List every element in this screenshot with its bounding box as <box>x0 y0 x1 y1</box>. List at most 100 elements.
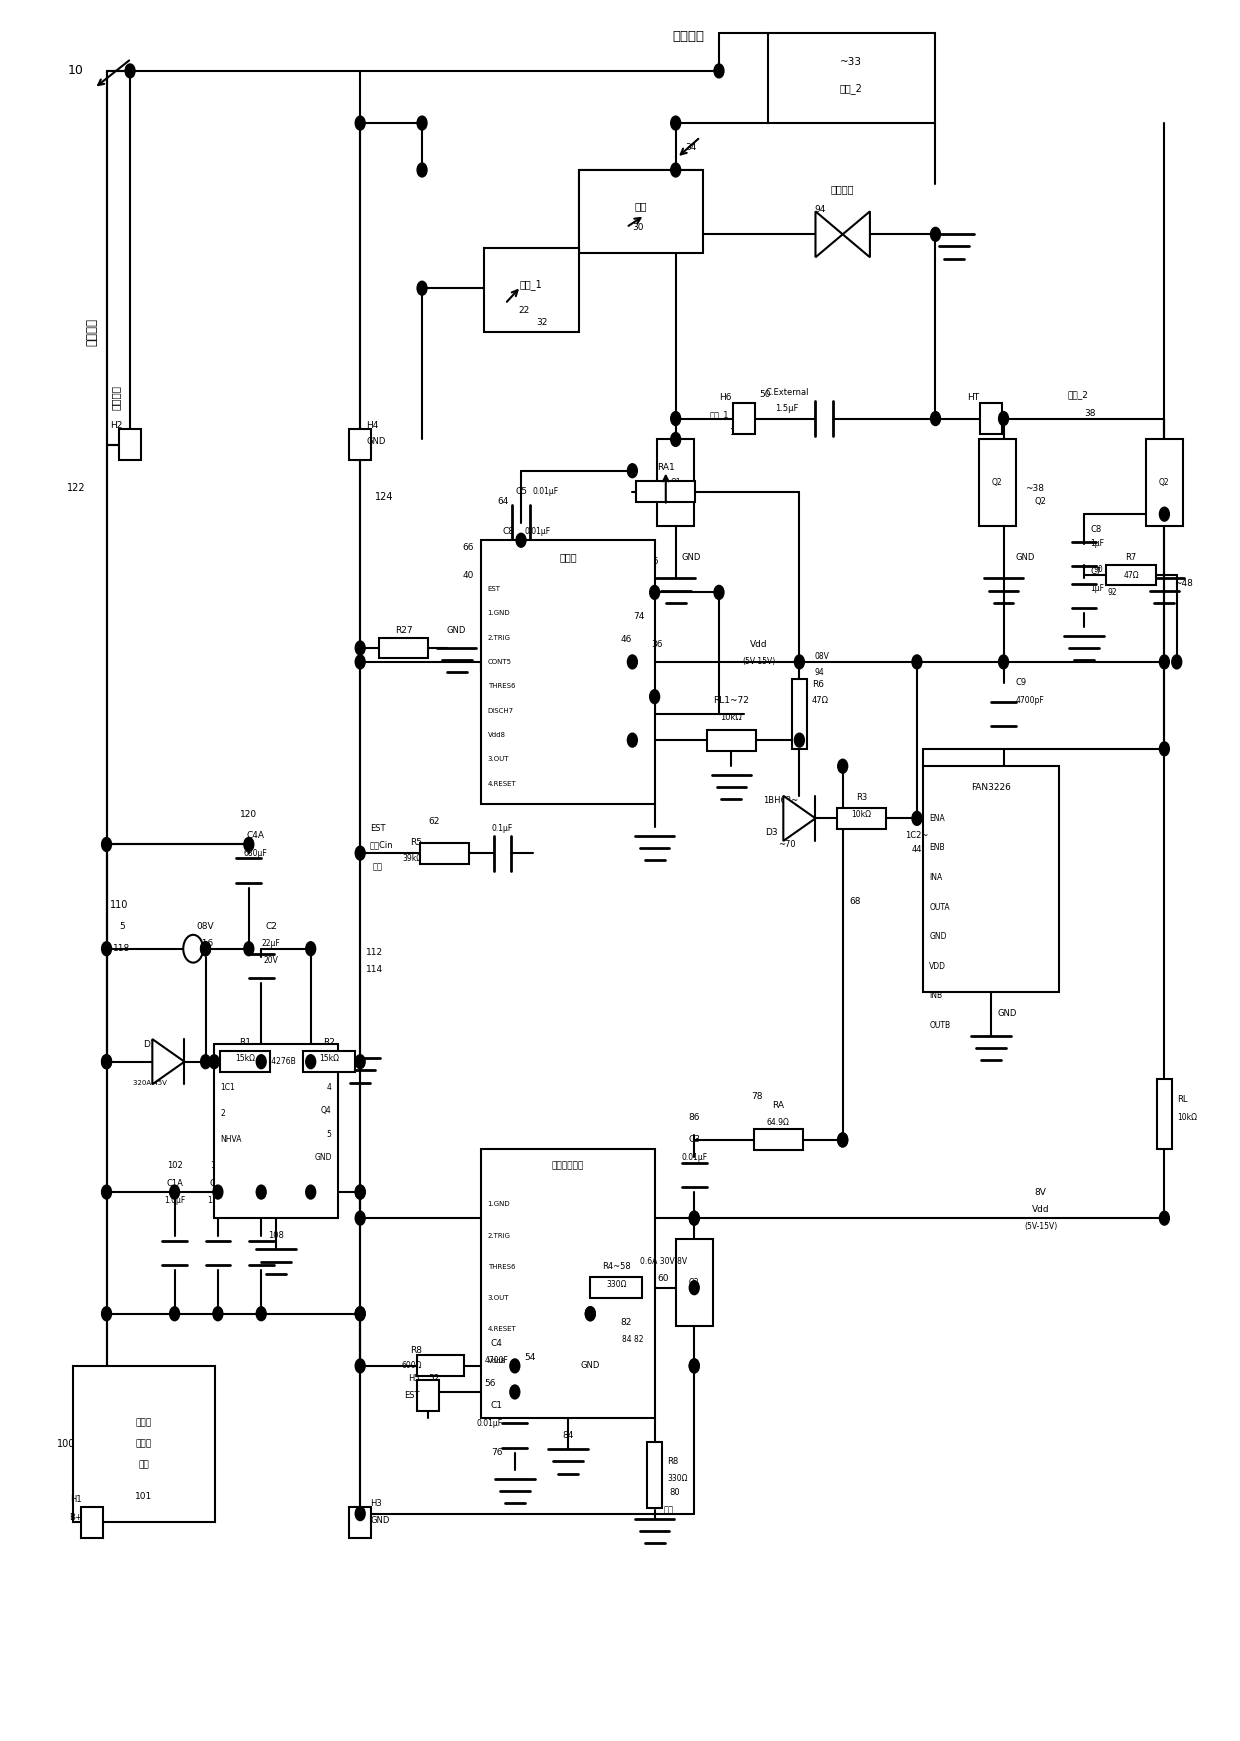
Text: 124: 124 <box>374 491 393 501</box>
Text: GND: GND <box>314 1153 332 1161</box>
Circle shape <box>102 1186 112 1200</box>
Text: 600Ω: 600Ω <box>402 1361 422 1370</box>
Bar <box>221 1052 270 1072</box>
Circle shape <box>417 282 427 296</box>
Text: 次级: 次级 <box>635 202 647 211</box>
Text: Q2: Q2 <box>1034 498 1047 507</box>
Bar <box>73 1367 216 1522</box>
Text: 15kΩ: 15kΩ <box>236 1053 255 1062</box>
Text: 初级_1: 初级_1 <box>520 279 542 291</box>
Text: 74: 74 <box>632 613 645 622</box>
Circle shape <box>650 585 660 599</box>
Text: 54: 54 <box>525 1353 536 1361</box>
Text: EST: EST <box>370 823 386 834</box>
Text: NCV4276B: NCV4276B <box>255 1057 296 1065</box>
Circle shape <box>355 641 365 655</box>
Text: GND: GND <box>1016 554 1035 562</box>
Bar <box>417 1356 464 1377</box>
Text: 0.01μF: 0.01μF <box>476 1419 502 1428</box>
Circle shape <box>689 1212 699 1226</box>
Bar <box>119 428 141 460</box>
Circle shape <box>1159 742 1169 756</box>
Text: (5V-15V): (5V-15V) <box>742 658 775 667</box>
Circle shape <box>671 164 681 178</box>
Circle shape <box>244 837 254 851</box>
Circle shape <box>671 117 681 131</box>
Text: 108: 108 <box>268 1231 284 1240</box>
Text: 输出: 输出 <box>663 1506 673 1515</box>
Text: R3: R3 <box>856 792 867 803</box>
Circle shape <box>689 1212 699 1226</box>
Text: 76: 76 <box>491 1449 502 1457</box>
Text: 330Ω: 330Ω <box>667 1475 687 1483</box>
Text: 定时器: 定时器 <box>559 552 577 562</box>
Bar <box>923 766 1059 992</box>
Bar <box>481 1149 655 1417</box>
Text: 38: 38 <box>1085 409 1096 418</box>
Text: 功率型: 功率型 <box>135 1419 151 1428</box>
Text: ENA: ENA <box>929 813 945 823</box>
Text: 0.01μF: 0.01μF <box>533 487 559 496</box>
Text: 火花间隙: 火花间隙 <box>831 185 854 193</box>
Text: Q2: Q2 <box>992 479 1003 487</box>
Text: 82: 82 <box>620 1318 632 1327</box>
Text: 8V: 8V <box>1034 1187 1047 1196</box>
Circle shape <box>306 1186 316 1200</box>
Circle shape <box>102 1055 112 1069</box>
Circle shape <box>516 533 526 547</box>
Text: 50: 50 <box>759 390 770 399</box>
Circle shape <box>102 1055 112 1069</box>
Circle shape <box>244 942 254 956</box>
Bar <box>769 33 935 124</box>
Text: R4~58: R4~58 <box>601 1262 631 1271</box>
Circle shape <box>355 1307 365 1321</box>
Text: 3.OUT: 3.OUT <box>487 756 510 763</box>
Text: 122: 122 <box>67 482 86 493</box>
Text: D3: D3 <box>765 827 777 837</box>
Bar <box>636 481 696 501</box>
Text: ~70: ~70 <box>779 839 796 850</box>
Text: 36: 36 <box>651 641 662 649</box>
Text: 2: 2 <box>221 1109 226 1118</box>
Circle shape <box>257 1186 267 1200</box>
Text: Q1: Q1 <box>676 440 688 449</box>
Text: VDD: VDD <box>929 961 946 970</box>
Bar <box>980 402 1002 434</box>
Text: 60: 60 <box>657 1274 670 1283</box>
Text: GND: GND <box>929 931 947 942</box>
Text: R8: R8 <box>667 1457 678 1466</box>
Circle shape <box>102 1307 112 1321</box>
Text: 80: 80 <box>670 1489 680 1497</box>
Text: 64.9Ω: 64.9Ω <box>766 1118 790 1126</box>
Bar <box>215 1045 339 1219</box>
Circle shape <box>795 733 805 747</box>
Polygon shape <box>784 796 816 841</box>
Text: CONT5: CONT5 <box>487 658 512 665</box>
Text: 15kΩ: 15kΩ <box>319 1053 340 1062</box>
Circle shape <box>585 1307 595 1321</box>
Text: 1C2~: 1C2~ <box>905 830 929 841</box>
Circle shape <box>838 1133 848 1147</box>
Text: GND: GND <box>370 1516 389 1525</box>
Text: GND: GND <box>580 1361 600 1370</box>
Circle shape <box>355 1307 365 1321</box>
Text: EST: EST <box>487 587 501 592</box>
Text: 118: 118 <box>113 944 130 954</box>
Circle shape <box>102 942 112 956</box>
Text: 4.RESET: 4.RESET <box>487 1327 516 1332</box>
Text: 22μF: 22μF <box>262 938 280 949</box>
Circle shape <box>355 1212 365 1226</box>
Text: C9: C9 <box>1016 679 1027 688</box>
Text: 1.GND: 1.GND <box>487 611 510 616</box>
Text: Vdd: Vdd <box>750 641 768 649</box>
Circle shape <box>102 837 112 851</box>
Circle shape <box>911 811 921 825</box>
Bar <box>579 171 703 254</box>
Text: 1.0μF: 1.0μF <box>164 1196 185 1205</box>
Text: RL1~72: RL1~72 <box>713 696 749 705</box>
Text: C1: C1 <box>491 1402 502 1410</box>
Text: C.External: C.External <box>765 388 808 397</box>
Text: C4A: C4A <box>246 830 264 841</box>
Circle shape <box>355 1186 365 1200</box>
Circle shape <box>355 846 365 860</box>
